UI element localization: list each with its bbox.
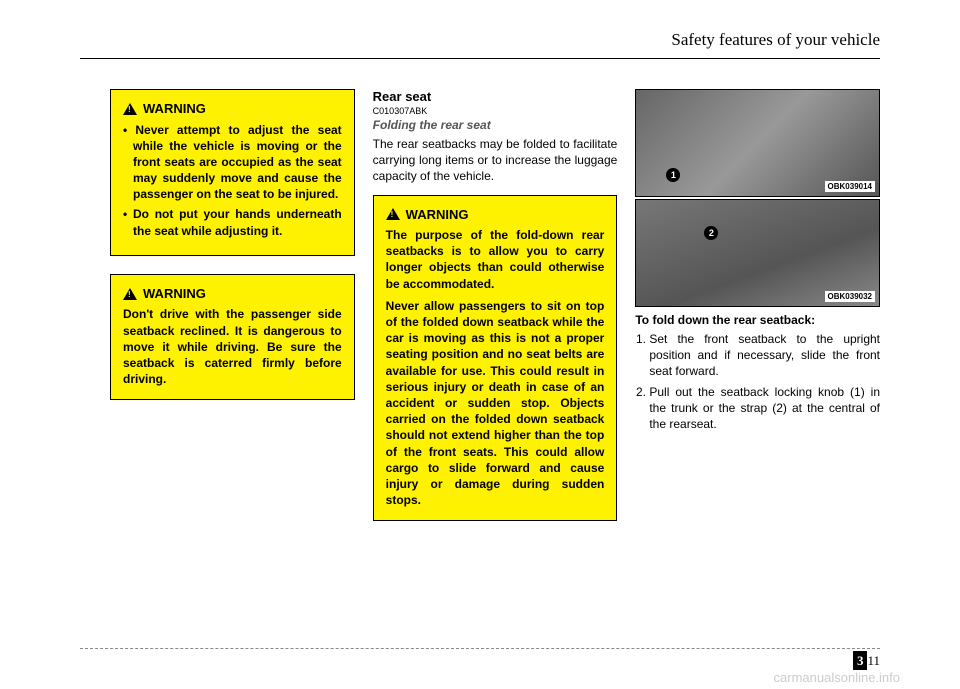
page-number: 311 <box>853 653 880 669</box>
warning-body: Never attempt to adjust the seat while t… <box>123 122 342 239</box>
figure-rearseat: 2 OBK039032 <box>635 199 880 307</box>
warning-paragraph: Never allow passengers to sit on top of … <box>386 298 605 508</box>
warning-label: WARNING <box>406 206 469 224</box>
callout-1: 1 <box>666 168 680 182</box>
figure-label: OBK039014 <box>825 181 875 192</box>
warning-triangle-icon <box>386 208 400 220</box>
warning-body: Don't drive with the passenger side seat… <box>123 306 342 387</box>
warning-box-3: WARNING The purpose of the fold-down rea… <box>373 195 618 522</box>
warning-body: The purpose of the fold-down rear seatba… <box>386 227 605 508</box>
footer-rule <box>80 648 880 649</box>
figure-trunk: 1 OBK039014 <box>635 89 880 197</box>
warning-item: Do not put your hands underneath the sea… <box>123 206 342 238</box>
chapter-number: 3 <box>853 651 868 670</box>
section-subtitle: Folding the rear seat <box>373 118 618 132</box>
watermark: carmanualsonline.info <box>774 670 900 685</box>
warning-triangle-icon <box>123 288 137 300</box>
intro-text: The rear seatbacks may be folded to faci… <box>373 136 618 185</box>
warning-title: WARNING <box>123 100 342 118</box>
warning-label: WARNING <box>143 285 206 303</box>
figure-label: OBK039032 <box>825 291 875 302</box>
section-code: C010307ABK <box>373 106 618 116</box>
chapter-header: Safety features of your vehicle <box>0 0 960 58</box>
column-1: WARNING Never attempt to adjust the seat… <box>110 89 355 539</box>
warning-paragraph: The purpose of the fold-down rear seatba… <box>386 227 605 292</box>
warning-box-2: WARNING Don't drive with the passenger s… <box>110 274 355 400</box>
warning-triangle-icon <box>123 103 137 115</box>
step-item: Set the front seatback to the upright po… <box>649 331 880 380</box>
warning-box-1: WARNING Never attempt to adjust the seat… <box>110 89 355 256</box>
page-number-value: 11 <box>867 653 880 668</box>
steps-title: To fold down the rear seatback: <box>635 313 880 327</box>
section-title: Rear seat <box>373 89 618 104</box>
column-3: 1 OBK039014 2 OBK039032 To fold down the… <box>635 89 880 539</box>
callout-2: 2 <box>704 226 718 240</box>
warning-item: Never attempt to adjust the seat while t… <box>123 122 342 203</box>
step-item: Pull out the seatback locking knob (1) i… <box>649 384 880 433</box>
warning-label: WARNING <box>143 100 206 118</box>
column-2: Rear seat C010307ABK Folding the rear se… <box>373 89 618 539</box>
warning-title: WARNING <box>386 206 605 224</box>
content-columns: WARNING Never attempt to adjust the seat… <box>0 59 960 539</box>
warning-title: WARNING <box>123 285 342 303</box>
steps-list: Set the front seatback to the upright po… <box>635 331 880 432</box>
